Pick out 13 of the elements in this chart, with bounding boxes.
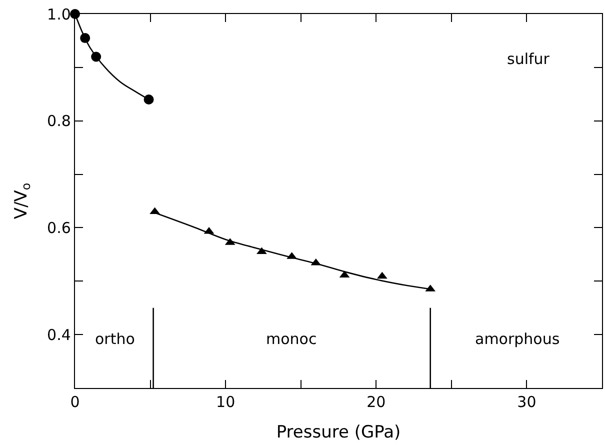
x-axis-title: Pressure (GPa) [276, 422, 401, 442]
annotation: ortho [95, 330, 135, 348]
x-tick-label: 30 [517, 393, 536, 412]
x-tick-label: 20 [366, 393, 386, 412]
annotation: amorphous [475, 330, 560, 348]
y-tick-label: 0.4 [47, 326, 71, 344]
y-tick-label: 1.0 [47, 5, 71, 24]
y-tick-label: 0.8 [47, 112, 71, 130]
x-tick-label: 10 [216, 393, 236, 412]
x-tick-label: 0 [70, 393, 80, 412]
annotation: monoc [266, 330, 317, 348]
y-tick-label: 0.6 [47, 218, 71, 237]
annotation: sulfur [507, 50, 550, 68]
